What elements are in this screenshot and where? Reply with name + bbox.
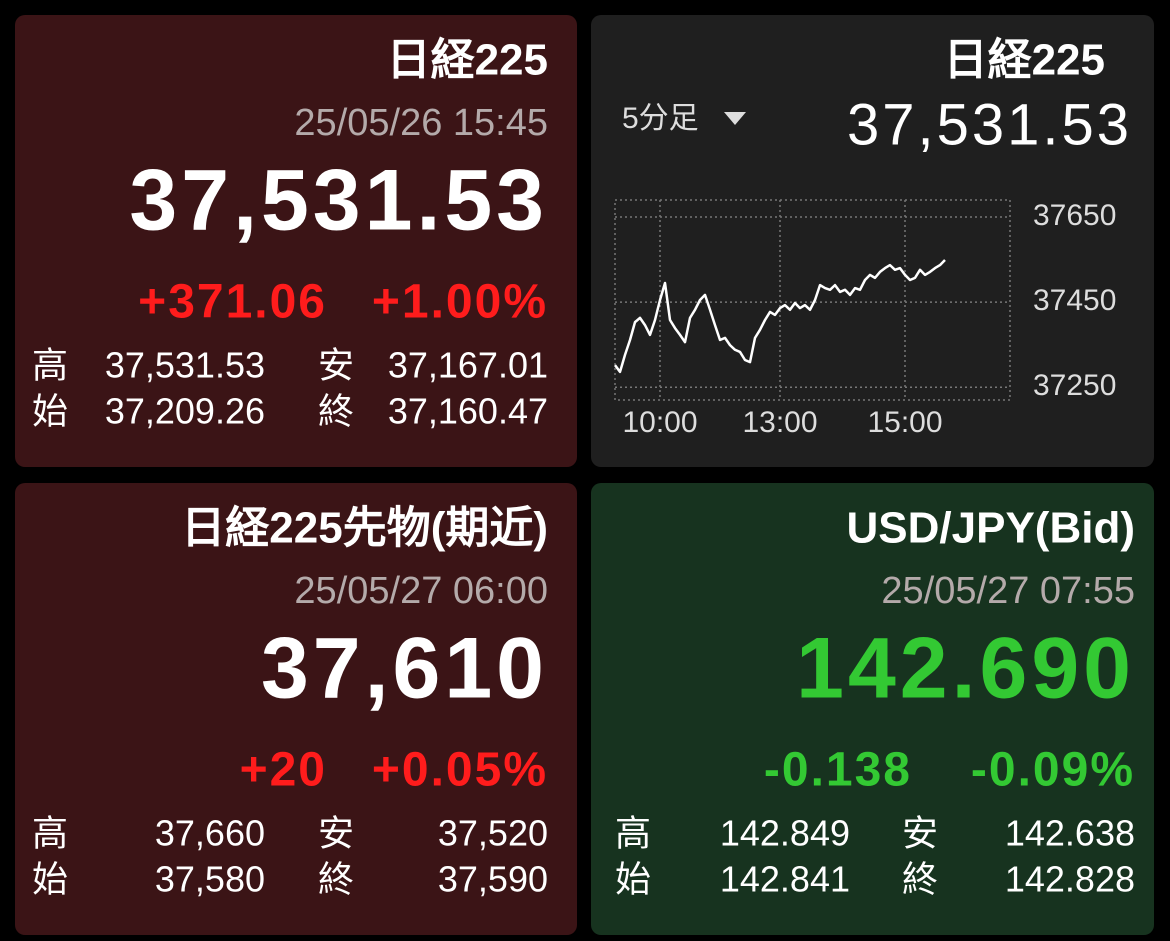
widget-change: +371.06 bbox=[138, 276, 327, 329]
nikkei-panel[interactable] bbox=[15, 15, 577, 467]
stat-value: 142.638 bbox=[1005, 813, 1135, 854]
chart-widget-title: 日経225 bbox=[944, 36, 1105, 85]
y-tick-label: 37250 bbox=[1033, 369, 1116, 402]
widget-datetime: 25/05/27 07:55 bbox=[881, 570, 1135, 612]
widget-change: -0.138 bbox=[764, 744, 912, 797]
stat-label: 高 bbox=[32, 345, 68, 386]
stat-label: 終 bbox=[318, 391, 354, 432]
widget-change-pct: -0.09% bbox=[971, 744, 1135, 797]
stat-value: 37,209.26 bbox=[105, 391, 265, 432]
widget-price: 37,531.53 bbox=[129, 153, 548, 249]
widget-datetime: 25/05/27 06:00 bbox=[294, 570, 548, 612]
stat-value: 142.828 bbox=[1005, 859, 1135, 900]
plot-frame bbox=[614, 199, 1011, 401]
widget-change-pct: +1.00% bbox=[372, 276, 548, 329]
stat-label: 安 bbox=[902, 813, 938, 854]
stat-value: 142.841 bbox=[720, 859, 850, 900]
x-tick-label: 13:00 bbox=[742, 406, 817, 439]
stat-label: 始 bbox=[615, 859, 651, 900]
y-tick-label: 37450 bbox=[1033, 284, 1116, 317]
chart-widget-price: 37,531.53 bbox=[847, 92, 1132, 157]
futures-panel[interactable] bbox=[15, 483, 577, 935]
stat-label: 安 bbox=[318, 345, 354, 386]
stat-value: 37,167.01 bbox=[388, 345, 548, 386]
stat-value: 37,660 bbox=[155, 813, 265, 854]
interval-selector[interactable]: 5分足 bbox=[622, 102, 699, 135]
stat-value: 37,580 bbox=[155, 859, 265, 900]
stat-label: 安 bbox=[318, 813, 354, 854]
stat-label: 始 bbox=[32, 391, 68, 432]
stat-value: 37,531.53 bbox=[105, 345, 265, 386]
stat-value: 37,590 bbox=[438, 859, 548, 900]
usdjpy-panel[interactable] bbox=[591, 483, 1154, 935]
widget-change-pct: +0.05% bbox=[372, 744, 548, 797]
stat-label: 終 bbox=[902, 859, 938, 900]
widget-datetime: 25/05/26 15:45 bbox=[294, 102, 548, 144]
stat-label: 始 bbox=[32, 859, 68, 900]
y-tick-label: 37650 bbox=[1033, 199, 1116, 232]
stat-value: 37,520 bbox=[438, 813, 548, 854]
stat-label: 高 bbox=[32, 813, 68, 854]
x-tick-label: 10:00 bbox=[622, 406, 697, 439]
widget-change: +20 bbox=[240, 744, 327, 797]
widget-price: 37,610 bbox=[261, 621, 548, 717]
x-tick-label: 15:00 bbox=[867, 406, 942, 439]
chart-panel[interactable] bbox=[591, 15, 1154, 467]
widget-title: 日経225先物(期近) bbox=[181, 504, 548, 553]
stat-value: 142.849 bbox=[720, 813, 850, 854]
stat-label: 高 bbox=[615, 813, 651, 854]
widget-title: 日経225 bbox=[387, 36, 548, 85]
stat-value: 37,160.47 bbox=[388, 391, 548, 432]
stat-label: 終 bbox=[318, 859, 354, 900]
widget-price: 142.690 bbox=[796, 621, 1135, 717]
widget-title: USD/JPY(Bid) bbox=[847, 504, 1135, 553]
dropdown-arrow[interactable] bbox=[724, 112, 746, 125]
price-line bbox=[613, 259, 946, 374]
